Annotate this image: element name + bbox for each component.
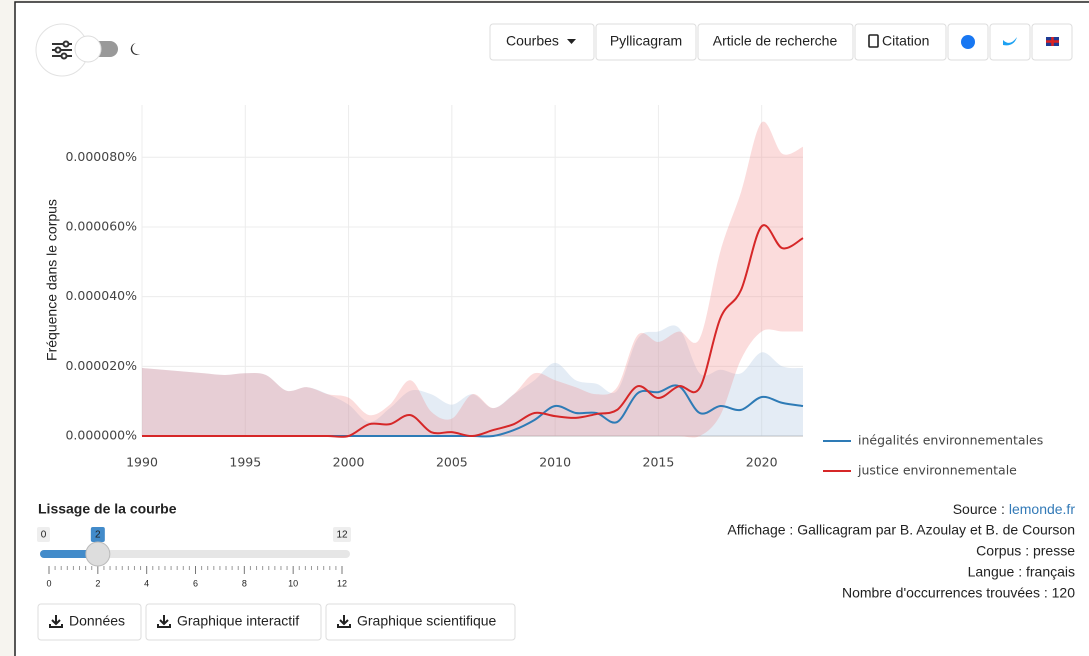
min-badge [37,527,50,542]
info-line: Nombre d'occurrences trouvées : 120 [842,585,1075,601]
twitter-button[interactable] [989,23,1031,61]
article-button[interactable] [697,23,854,61]
download-label: Graphique interactif [177,613,299,629]
pyllicagram-button[interactable] [595,23,697,61]
slider-tick-label: 12 [337,578,347,588]
slider-tick-label: 2 [95,578,100,588]
max-label: 12 [336,530,348,541]
download-icon [157,615,171,628]
toggle-knob [74,35,102,63]
y-axis-label: Fréquence dans le corpus [44,199,60,361]
source: Source : lemonde.fr [953,501,1076,517]
flag-icon [1046,37,1059,46]
x-tick-label: 2020 [746,455,778,470]
max-badge [333,527,351,542]
x-tick-label: 2005 [436,455,468,470]
settings-icon [52,40,72,60]
x-tick-label: 1990 [126,455,158,470]
panel [14,1,1089,656]
facebook-icon [961,35,975,49]
slider-track [40,550,350,558]
moon-icon [130,43,140,55]
slider-title: Lissage de la courbe [38,501,177,517]
x-tick-label: 1995 [229,455,261,470]
min-label: 0 [41,530,47,541]
slider-tick-label: 8 [242,578,247,588]
source-link[interactable]: lemonde.fr [1009,501,1075,517]
button-label: Courbes [506,33,559,49]
citation-button[interactable] [854,23,947,61]
legend-label: inégalités environnementales [858,433,1043,448]
y-tick-label: 0.000040% [65,288,137,303]
x-tick-label: 2000 [333,455,365,470]
info-line: Affichage : Gallicagram par B. Azoulay e… [727,522,1075,538]
series-line [142,224,804,438]
slider-handle[interactable] [85,541,111,567]
slider-tick-label: 6 [193,578,198,588]
y-tick-label: 0.000060% [65,218,137,233]
slider-tick-label: 0 [46,578,51,588]
source-label: Source : [953,501,1005,517]
y-tick-label: 0.000000% [65,428,137,443]
download-button[interactable] [145,603,322,641]
slider-tick-label: 10 [288,578,298,588]
button-label: Pyllicagram [610,33,682,49]
twitter-icon [1003,37,1017,46]
button-label: Citation [882,33,929,49]
caret [567,39,576,44]
y-tick-label: 0.000020% [65,358,137,373]
clipboard-icon [868,34,879,48]
x-tick-label: 2015 [643,455,675,470]
info-line: Corpus : presse [976,543,1075,559]
slider-fill [40,550,98,558]
slider-tick-label: 4 [144,578,149,588]
download-icon [49,615,63,628]
confidence-band [142,325,803,436]
x-tick-label: 2010 [539,455,571,470]
confidence-band [142,121,803,438]
download-icon [337,615,351,628]
value-badge [90,527,105,542]
download-button[interactable] [37,603,142,641]
download-button[interactable] [325,603,516,641]
value-label: 2 [95,530,101,541]
y-tick-label: 0.000080% [65,149,137,164]
legend-label: justice environnementale [857,463,1017,478]
download-label: Graphique scientifique [357,613,497,629]
courbes-button[interactable] [489,23,595,61]
button-label: Article de recherche [713,33,838,49]
download-label: Données [69,613,125,629]
info-line: Langue : français [968,564,1075,580]
